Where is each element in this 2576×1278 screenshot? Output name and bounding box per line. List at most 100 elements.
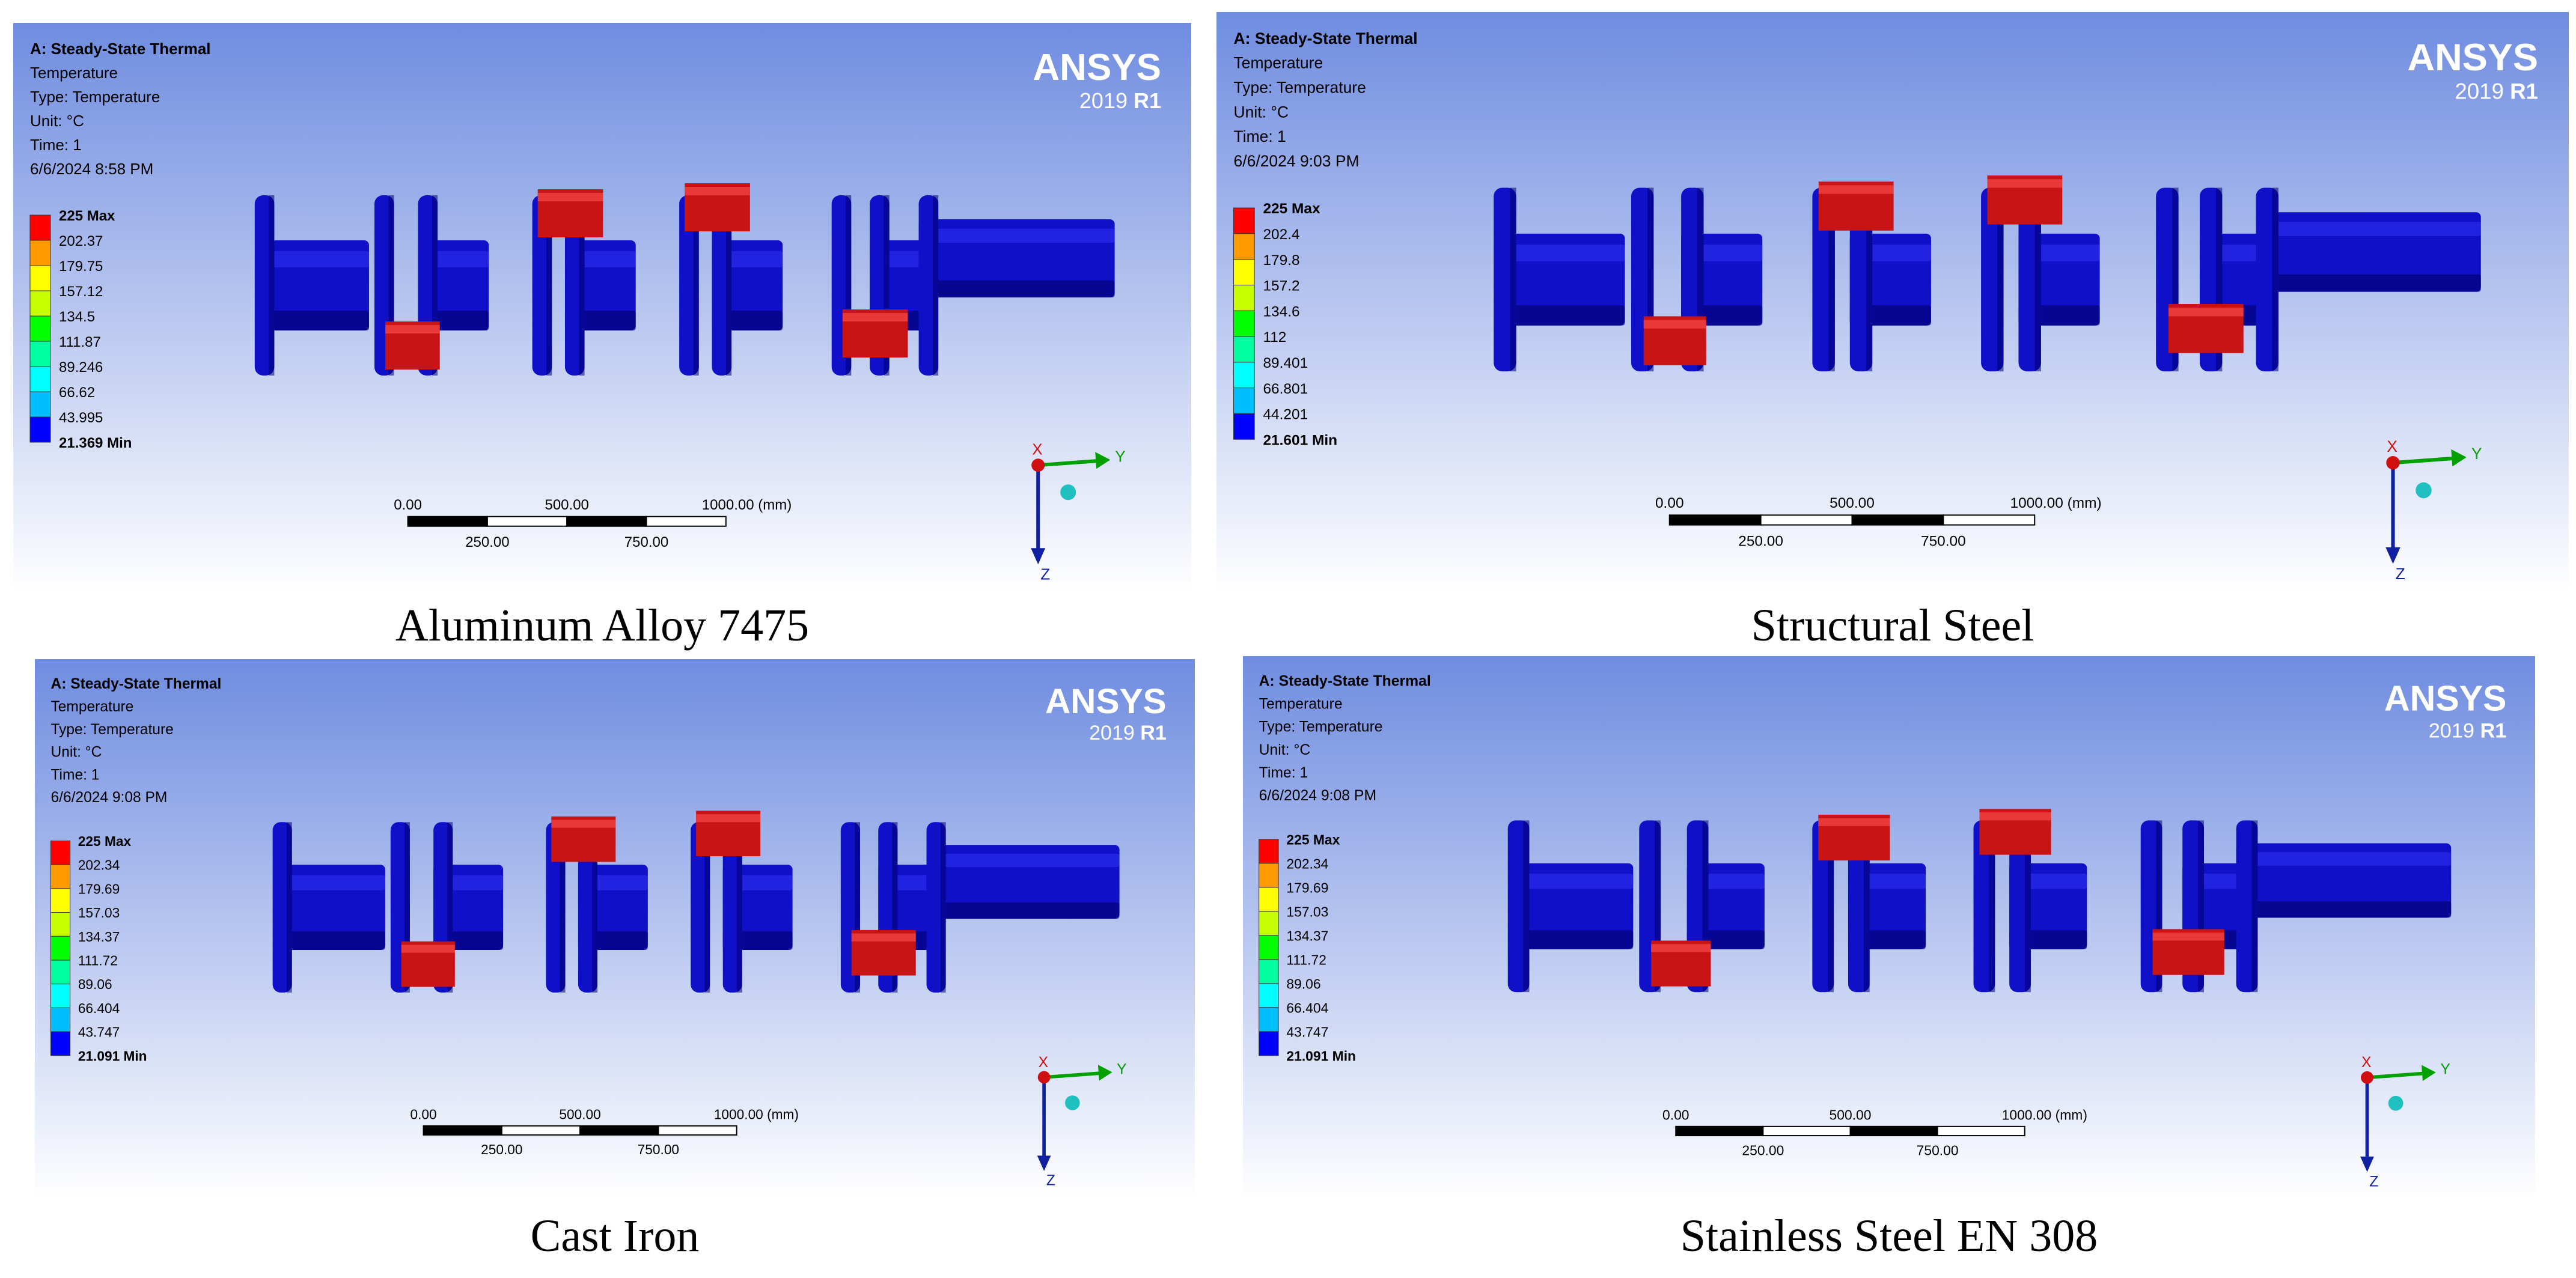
- axis-triad[interactable]: [1037, 1065, 1113, 1171]
- shaft-shadow: [918, 280, 1115, 297]
- y-axis-line: [1037, 458, 1105, 467]
- crank-web-shade: [2172, 187, 2179, 372]
- legend-label: 157.2: [1263, 278, 1299, 294]
- legend-label: 179.8: [1263, 252, 1299, 269]
- legend-label: 112: [1263, 329, 1286, 345]
- result-type: Type: Temperature: [50, 722, 173, 738]
- crankshaft-model[interactable]: [254, 183, 1115, 376]
- legend-swatch: [1259, 983, 1279, 1008]
- legend-label: 111.72: [1286, 952, 1326, 967]
- scale-label: 0.00: [410, 1106, 436, 1122]
- result-datetime: 6/6/2024 8:58 PM: [30, 160, 153, 178]
- shaft-highlight: [1525, 874, 1634, 889]
- crank-web-shade: [1997, 187, 2004, 372]
- legend-swatch: [1233, 413, 1255, 440]
- shaft-highlight: [270, 251, 369, 267]
- legend-swatch: [1233, 336, 1255, 363]
- result-time: Time: 1: [50, 767, 99, 783]
- crank-web-shade: [2251, 820, 2258, 993]
- crankshaft-model[interactable]: [1507, 809, 2452, 993]
- shaft-highlight: [2236, 852, 2452, 866]
- legend-label: 89.06: [78, 976, 112, 992]
- shaft-highlight: [2256, 222, 2481, 236]
- axis-triad[interactable]: [1031, 452, 1111, 565]
- crank-web-shade: [1697, 187, 1704, 372]
- viewport-cast-iron[interactable]: A: Steady-State Thermal Temperature Type: …: [35, 659, 1195, 1199]
- crank-web-shade: [2198, 820, 2205, 993]
- legend-label: 89.06: [1286, 976, 1320, 991]
- crank-pin-highlight: [1818, 185, 1894, 194]
- crank-web-shade: [560, 822, 566, 993]
- scale-label: 250.00: [1738, 533, 1783, 549]
- version-year: 2019: [1089, 722, 1140, 744]
- legend-label: 134.6: [1263, 303, 1299, 320]
- crank-web-shade: [432, 195, 438, 376]
- scale-bar-segment: [1762, 1125, 1851, 1137]
- crank-web-shade: [447, 822, 453, 993]
- crank-web-shade: [2034, 187, 2041, 372]
- crank-web-shade: [736, 822, 742, 993]
- scale-bar-segment: [1937, 1125, 2025, 1137]
- crank-pin-highlight: [685, 187, 750, 195]
- y-axis-label: Y: [2440, 1062, 2450, 1078]
- scale-bar-segment: [566, 516, 647, 527]
- legend-label: 134.37: [78, 929, 120, 945]
- result-unit: Unit: °C: [1259, 742, 1311, 758]
- viewport-canvas: A: Steady-State Thermal Temperature Type: …: [1243, 656, 2535, 1200]
- scale-label: 0.00: [1655, 495, 1684, 511]
- crank-web-shade: [1523, 820, 1530, 993]
- shaft-segment: [270, 240, 369, 330]
- crank-web-shade: [1863, 820, 1870, 993]
- viewport-stainless-steel[interactable]: A: Steady-State Thermal Temperature Type: …: [1243, 656, 2535, 1200]
- crank-web-shade: [693, 195, 699, 376]
- shaft-highlight: [1512, 245, 1625, 261]
- shaft-segment: [926, 845, 1120, 919]
- shaft-segment: [918, 219, 1115, 297]
- axis-triad[interactable]: [2385, 449, 2467, 564]
- axis-triad[interactable]: [2360, 1065, 2436, 1172]
- result-time: Time: 1: [1234, 127, 1286, 145]
- shaft-segment: [2236, 843, 2452, 918]
- z-axis-label: Z: [2369, 1173, 2378, 1190]
- ansys-logo: ANSYS: [1045, 682, 1167, 721]
- legend-label: 111.72: [78, 952, 118, 968]
- crank-web-shade: [404, 822, 410, 993]
- legend-swatch: [1259, 839, 1279, 864]
- y-axis-arrow: [1097, 1065, 1113, 1081]
- crankshaft-model[interactable]: [272, 811, 1120, 993]
- shaft-shadow: [288, 931, 385, 950]
- result-unit: Unit: °C: [50, 744, 102, 761]
- y-axis-line: [1043, 1071, 1107, 1079]
- legend-label: 43.995: [59, 410, 103, 426]
- viewport-aluminum[interactable]: A: Steady-State Thermal Temperature Type: …: [13, 23, 1191, 594]
- crank-pin-highlight: [1987, 179, 2063, 188]
- legend-label: 157.12: [59, 284, 103, 300]
- ansys-version: 2019 R1: [1089, 722, 1167, 744]
- shaft-segment: [288, 865, 385, 950]
- version-year: 2019: [2455, 79, 2510, 104]
- crank-web-shade: [892, 822, 898, 993]
- legend-label: 179.69: [78, 881, 120, 896]
- scale-bar-segment: [486, 516, 568, 527]
- legend-label: 225 Max: [78, 833, 132, 849]
- legend-swatch: [29, 416, 51, 443]
- scale-label: 250.00: [465, 534, 509, 550]
- crank-web-shade: [846, 195, 852, 376]
- viewport-structural-steel[interactable]: A: Steady-State Thermal Temperature Type: …: [1216, 12, 2569, 594]
- legend-swatch: [50, 936, 71, 961]
- crank-web-shade: [1655, 820, 1661, 993]
- crank-web-shade: [855, 822, 860, 993]
- crankshaft-model[interactable]: [1494, 175, 2481, 372]
- legend-swatch: [1233, 310, 1255, 337]
- legend-label: 225 Max: [1263, 201, 1320, 217]
- legend-label: 225 Max: [59, 208, 115, 224]
- y-axis-label: Y: [2471, 445, 2482, 463]
- legend-swatch: [29, 391, 51, 418]
- scale-label: 0.00: [394, 497, 422, 513]
- legend-label: 157.03: [1286, 904, 1328, 919]
- result-type: Type: Temperature: [1234, 79, 1366, 97]
- ansys-logo: ANSYS: [2384, 679, 2506, 719]
- caption-structural-steel: Structural Steel: [1751, 600, 2034, 651]
- legend-swatch: [1259, 1007, 1279, 1032]
- shaft-shadow: [1512, 305, 1625, 326]
